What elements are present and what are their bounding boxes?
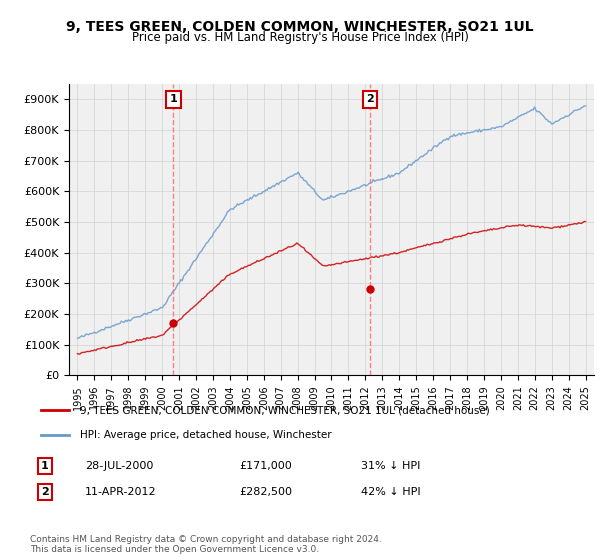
Text: £282,500: £282,500 (240, 487, 293, 497)
Text: 2: 2 (41, 487, 49, 497)
Text: 9, TEES GREEN, COLDEN COMMON, WINCHESTER, SO21 1UL (detached house): 9, TEES GREEN, COLDEN COMMON, WINCHESTER… (80, 405, 490, 416)
Text: Contains HM Land Registry data © Crown copyright and database right 2024.
This d: Contains HM Land Registry data © Crown c… (30, 535, 382, 554)
Text: HPI: Average price, detached house, Winchester: HPI: Average price, detached house, Winc… (80, 430, 331, 440)
Text: 2: 2 (366, 94, 374, 104)
Text: Price paid vs. HM Land Registry's House Price Index (HPI): Price paid vs. HM Land Registry's House … (131, 31, 469, 44)
Text: 42% ↓ HPI: 42% ↓ HPI (361, 487, 421, 497)
Text: 28-JUL-2000: 28-JUL-2000 (85, 461, 154, 471)
Text: 1: 1 (41, 461, 49, 471)
Text: 9, TEES GREEN, COLDEN COMMON, WINCHESTER, SO21 1UL: 9, TEES GREEN, COLDEN COMMON, WINCHESTER… (66, 20, 534, 34)
Text: 31% ↓ HPI: 31% ↓ HPI (361, 461, 421, 471)
Text: 1: 1 (169, 94, 177, 104)
Text: 11-APR-2012: 11-APR-2012 (85, 487, 157, 497)
Text: £171,000: £171,000 (240, 461, 293, 471)
